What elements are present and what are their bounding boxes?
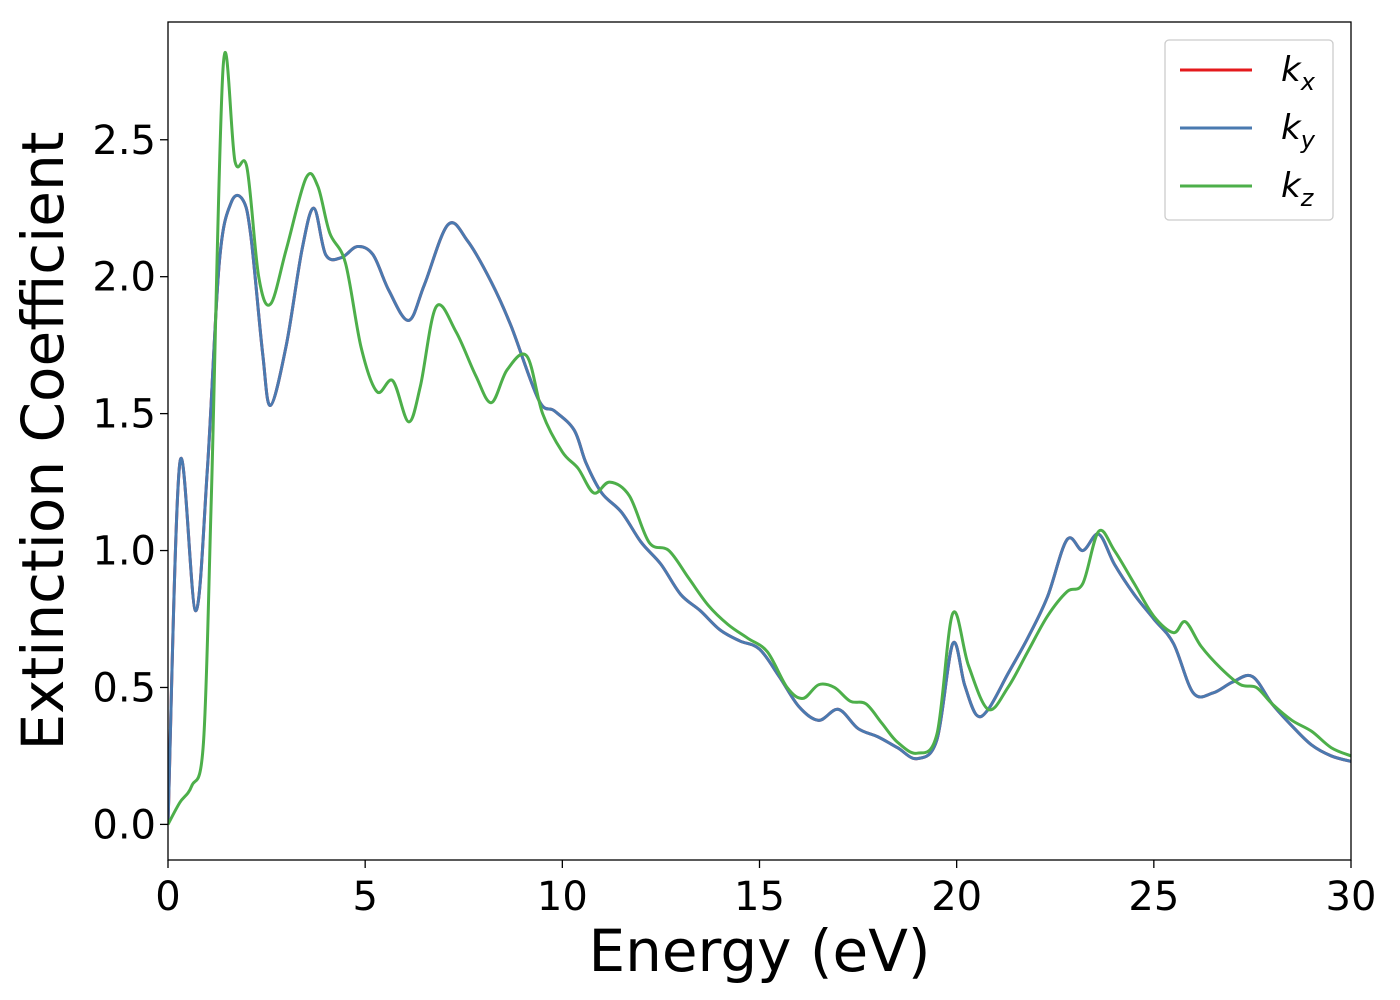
x-tick-label: 30 [1326, 874, 1377, 920]
y-tick-label: 0.5 [92, 665, 156, 711]
y-tick-label: 0.0 [92, 802, 156, 848]
legend: kx ky kz [1164, 39, 1334, 221]
y-tick-label: 1.0 [92, 529, 156, 575]
y-tick-label: 1.5 [92, 392, 156, 438]
x-axis-title: Energy (eV) [588, 917, 930, 985]
y-tick-label: 2.0 [92, 255, 156, 301]
x-tick-label: 25 [1128, 874, 1179, 920]
legend-label-x: kx [1281, 50, 1316, 96]
y-tick-label: 2.5 [92, 118, 156, 164]
y-axis-ticks: 0.0 0.5 1.0 1.5 2.0 2.5 [92, 118, 168, 848]
legend-label-y: ky [1281, 108, 1316, 154]
series-line-y [168, 193, 1351, 825]
x-axis-ticks: 0 5 10 15 20 25 30 [155, 860, 1376, 920]
legend-box [1164, 39, 1334, 221]
series-line-x [168, 193, 1351, 825]
series-line-z [168, 51, 1351, 826]
x-tick-label: 10 [537, 874, 588, 920]
x-tick-label: 20 [931, 874, 982, 920]
x-tick-label: 15 [734, 874, 785, 920]
y-axis-title: Extinction Coefficient [9, 132, 77, 751]
x-tick-label: 0 [155, 874, 180, 920]
x-tick-label: 5 [352, 874, 377, 920]
series-layer [168, 51, 1351, 826]
legend-label-z: kz [1281, 166, 1315, 212]
